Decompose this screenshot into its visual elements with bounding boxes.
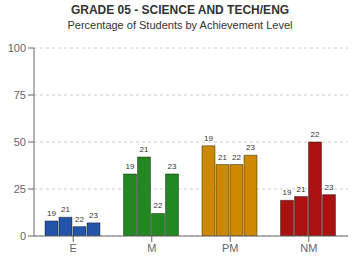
svg-text:19: 19 — [283, 188, 292, 197]
svg-text:M: M — [147, 242, 156, 254]
svg-text:21: 21 — [140, 145, 149, 154]
svg-text:23: 23 — [89, 211, 98, 220]
html-text:GRADE 05 - SCIENCE AND TECH/EN: GRADE 05 - SCIENCE AND TECH/ENG — [70, 3, 290, 17]
svg-text:23: 23 — [246, 143, 255, 152]
svg-text:23: 23 — [168, 162, 177, 171]
svg-text:NM: NM — [300, 242, 317, 254]
svg-text:21: 21 — [297, 185, 306, 194]
svg-text:50: 50 — [14, 136, 26, 148]
svg-text:19: 19 — [126, 162, 135, 171]
svg-text:22: 22 — [311, 130, 320, 139]
svg-text:E: E — [70, 242, 77, 254]
svg-text:21: 21 — [61, 205, 70, 214]
svg-text:21: 21 — [218, 153, 227, 162]
html-text:Percentage of Students by Achi: Percentage of Students by Achievement Le… — [67, 19, 293, 31]
svg-text:75: 75 — [14, 89, 26, 101]
svg-text:100: 100 — [8, 42, 26, 54]
svg-text:25: 25 — [14, 183, 26, 195]
svg-text:22: 22 — [232, 153, 241, 162]
svg-text:19: 19 — [204, 134, 213, 143]
svg-text:0: 0 — [20, 230, 26, 242]
svg-text:22: 22 — [154, 201, 163, 210]
svg-text:22: 22 — [75, 215, 84, 224]
svg-text:PM: PM — [222, 242, 239, 254]
svg-text:19: 19 — [47, 209, 56, 218]
svg-text:23: 23 — [325, 183, 334, 192]
